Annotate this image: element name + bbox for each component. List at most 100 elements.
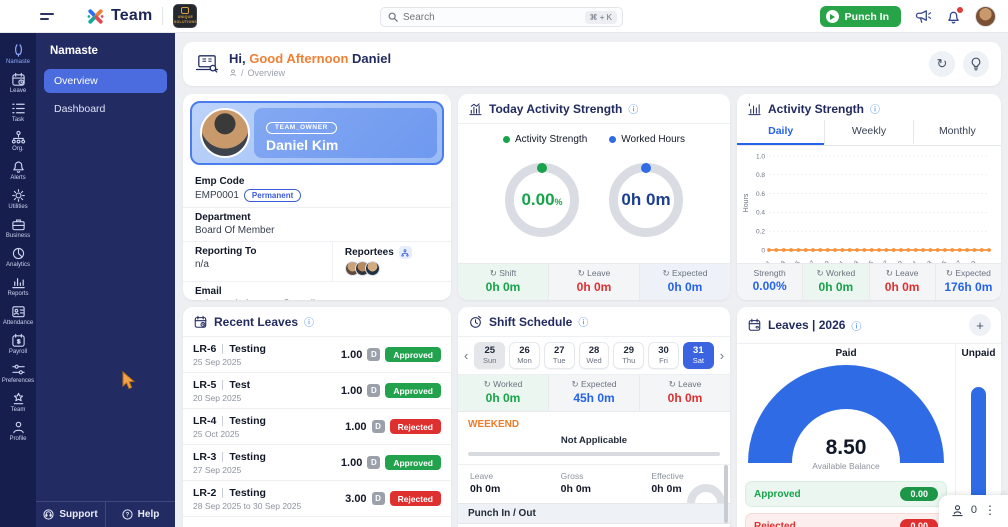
sidebar-item-team[interactable]: Team [1,387,35,416]
announcements-megaphone-icon[interactable] [915,9,932,24]
add-leave-button[interactable]: + [969,314,991,336]
card-scrollbar-thumb[interactable] [724,465,728,523]
notifications-bell-icon[interactable] [946,6,963,25]
emp-code-row: Emp Code EMP0001 Permanent [183,172,451,208]
sidebar-item-profile[interactable]: Profile [1,416,35,445]
employee-name: Daniel Kim [266,137,339,153]
donut-legend: Activity Strength Worked Hours [458,124,730,149]
hamburger-menu-icon[interactable] [40,10,58,23]
tab-weekly[interactable]: Weekly [824,120,912,145]
preferences-sliders-icon [11,364,25,375]
leave-request-row[interactable]: LR-4 Testing 25 Oct 2025 1.00 D Rejected [183,409,451,445]
punch-in-button[interactable]: Punch In [819,6,901,27]
search-input[interactable] [403,11,580,23]
svg-text:0.2: 0.2 [756,229,765,236]
info-icon[interactable]: ⓘ [578,318,589,329]
card-title: Activity Strength [768,101,865,116]
user-avatar[interactable] [975,6,996,27]
logo-x-icon [87,8,104,24]
sidebar-item-payroll[interactable]: Payroll [1,329,35,358]
support-headset-icon [43,509,54,520]
sidebar-item-org[interactable]: Org. [1,126,35,155]
sidebar-item-business[interactable]: Business [1,213,35,242]
history-icon: ↻ [816,268,824,278]
utilities-gear-icon [11,189,25,202]
status-badge: Approved [385,383,441,398]
org-logo-badge[interactable]: UNIQUE SOLUTIONS [173,4,198,28]
expected-stat: ↻ Expected 176h 0m [934,264,1001,300]
business-briefcase-icon [11,219,25,231]
history-icon: ↻ [668,379,676,389]
menu-item-dashboard[interactable]: Dashboard [54,103,106,115]
day-chip-25-sun[interactable]: 25 Sun [474,342,506,369]
breadcrumb-current[interactable]: Overview [247,67,286,78]
day-chip-26-mon[interactable]: 26 Mon [509,342,540,369]
day-chip-27-tue[interactable]: 27 Tue [543,342,575,369]
info-icon[interactable]: ⓘ [870,105,881,116]
day-chip-31-sat[interactable]: 31 Sat [682,342,714,369]
person-desk-icon[interactable] [951,504,964,517]
help-button[interactable]: ? Help [105,502,175,527]
chevron-left-icon[interactable]: ‹ [464,348,469,363]
sidebar-item-analytics[interactable]: Analytics [1,242,35,271]
sidebar-submenu: Namaste Overview Dashboard Support ? Hel… [36,33,175,527]
sidebar-item-namaste[interactable]: Namaste [1,39,35,68]
global-search[interactable]: ⌘ + K [380,7,623,27]
tab-daily[interactable]: Daily [737,120,825,145]
divider [162,7,164,25]
sidebar-item-preferences[interactable]: Preferences [1,358,35,387]
analytics-pie-icon [12,247,24,260]
leave-request-row[interactable]: LR-5 Test 20 Sep 2025 1.00 D Approved [183,373,451,409]
weekend-tag: WEEKEND [468,419,520,430]
plus-icon: + [976,317,984,333]
leave-request-row[interactable]: LR-3 Testing 27 Sep 2025 1.00 D Approved [183,445,451,481]
greeting-highlight: Good Afternoon [249,50,349,66]
card-title: Today Activity Strength [489,101,623,116]
tips-bulb-button[interactable] [963,51,989,77]
donut-marker [641,162,651,173]
leave-request-row[interactable]: LR-2 Testing 28 Sep 2025 to 30 Sep 2025 3… [183,481,451,517]
worked-stat: ↻ Worked 0h 0m [458,375,548,411]
sidebar-item-attendance[interactable]: Attendance [1,300,35,329]
info-icon[interactable]: ⓘ [304,318,315,329]
search-shortcut-badge: ⌘ + K [584,10,617,24]
info-icon[interactable]: ⓘ [851,321,862,333]
day-selector: ‹ 25 Sun 26 Mon 27 Tue 28 Wed 29 Thu 30 Fri 31… [458,337,730,375]
refresh-icon: ↻ [936,56,948,71]
info-icon[interactable]: ⓘ [628,105,639,116]
presence-widget: 0 ⋮ [938,495,1008,527]
day-chip-29-thu[interactable]: 29 Thu [613,342,645,369]
expected-stat: ↻ Expected 45h 0m [548,375,639,411]
hierarchy-icon[interactable] [398,246,412,259]
day-chip-28-wed[interactable]: 28 Wed [578,342,610,369]
sidebar-item-leave[interactable]: Leave [1,68,35,97]
chevron-right-icon[interactable]: › [719,348,725,363]
sidebar-item-utilities[interactable]: Utilities [1,184,35,213]
svg-text:0.6: 0.6 [756,191,765,198]
sidebar-item-alerts[interactable]: Alerts [1,155,35,184]
unpaid-bar [971,387,986,527]
day-chip-30-fri[interactable]: 30 Fri [648,342,679,369]
history-icon: ↻ [662,268,670,278]
support-button[interactable]: Support [36,502,105,527]
card-title: Recent Leaves [214,314,299,329]
strength-stat: Strength 0.00% [737,264,803,300]
green-legend-dot [503,136,510,143]
dashboard-monitor-icon [195,54,219,74]
activity-icon [469,102,482,115]
menu-item-overview[interactable]: Overview [44,69,167,93]
refresh-button[interactable]: ↻ [929,51,955,77]
tab-monthly[interactable]: Monthly [912,120,1001,145]
sidebar-item-reports[interactable]: Reports [1,271,35,300]
reportee-avatars[interactable] [344,261,439,276]
sidebar-item-task[interactable]: Task [1,97,35,126]
approved-leaves-row: Approved 0.00 [745,481,947,507]
leave-request-row[interactable]: LR-6 Testing 25 Sep 2025 1.00 D Approved [183,337,451,373]
employee-avatar[interactable] [200,108,250,158]
kebab-menu-icon[interactable]: ⋮ [984,503,996,517]
profile-banner: TEAM_OWNER Daniel Kim [190,101,444,165]
card-title: Shift Schedule [489,314,573,329]
shift-clock-icon [470,315,482,328]
org-emblem-icon [181,7,190,15]
history-icon: ↻ [483,379,491,389]
